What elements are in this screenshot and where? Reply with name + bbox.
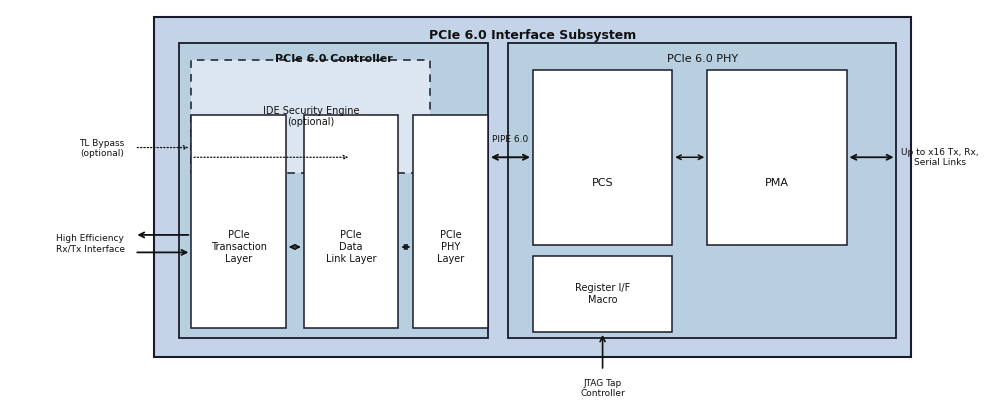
Text: IDE Security Engine
(optional): IDE Security Engine (optional) bbox=[263, 106, 359, 127]
Text: PCS: PCS bbox=[592, 178, 613, 188]
Text: High Efficiency
Rx/Tx Interface: High Efficiency Rx/Tx Interface bbox=[56, 234, 124, 253]
Text: PCIe
Data
Link Layer: PCIe Data Link Layer bbox=[326, 230, 376, 264]
Text: PCIe
Transaction
Layer: PCIe Transaction Layer bbox=[211, 230, 267, 264]
Bar bbox=[533, 256, 672, 332]
Text: PCIe 6.0 Interface Subsystem: PCIe 6.0 Interface Subsystem bbox=[429, 29, 636, 42]
Bar bbox=[179, 43, 488, 338]
Bar bbox=[154, 18, 911, 357]
Text: PCIe 6.0 PHY: PCIe 6.0 PHY bbox=[667, 54, 738, 64]
Bar bbox=[508, 43, 896, 338]
Bar bbox=[413, 114, 488, 328]
Bar bbox=[191, 114, 286, 328]
Text: PCIe 6.0 Controller: PCIe 6.0 Controller bbox=[275, 54, 393, 64]
Text: PIPE 6.0: PIPE 6.0 bbox=[492, 135, 529, 144]
Bar bbox=[533, 70, 672, 245]
Text: JTAG Tap
Controller: JTAG Tap Controller bbox=[580, 378, 625, 398]
Bar bbox=[191, 60, 430, 173]
Bar bbox=[304, 114, 398, 328]
Text: Register I/F
Macro: Register I/F Macro bbox=[575, 283, 630, 305]
Bar bbox=[707, 70, 847, 245]
Text: TL Bypass
(optional): TL Bypass (optional) bbox=[79, 139, 124, 158]
Text: PCIe
PHY
Layer: PCIe PHY Layer bbox=[437, 230, 464, 264]
Text: Up to x16 Tx, Rx,
Serial Links: Up to x16 Tx, Rx, Serial Links bbox=[901, 148, 979, 167]
Text: PMA: PMA bbox=[765, 178, 789, 188]
